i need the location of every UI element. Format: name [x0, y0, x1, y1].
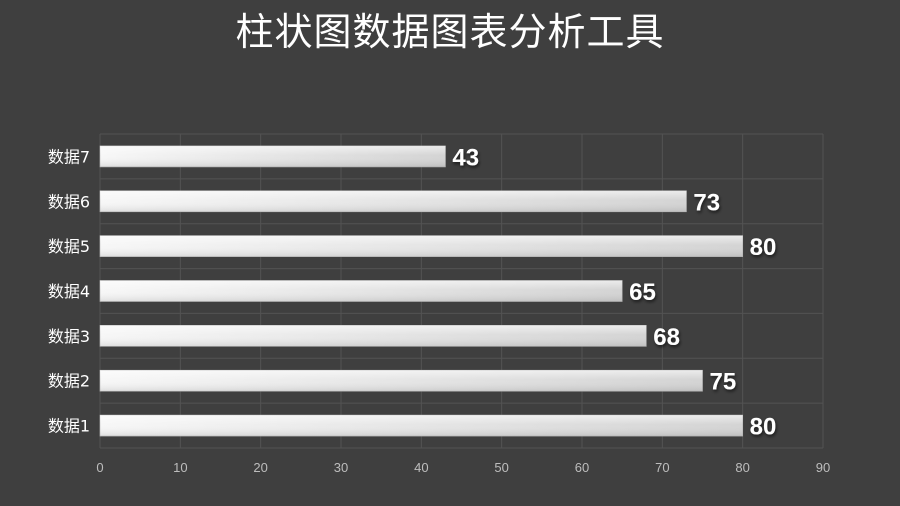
category-label: 数据3: [48, 327, 90, 346]
bar-shine: [100, 415, 743, 437]
value-label: 68: [653, 324, 680, 351]
x-tick-label: 30: [334, 460, 348, 475]
labels: 0 10 20 30 40 50 60 70 80 90 数据1 80 数据2 75 数据3 68 数据4 65 数…: [48, 144, 830, 475]
category-label: 数据6: [48, 192, 90, 211]
value-label: 73: [693, 189, 720, 216]
bar-shine: [100, 145, 446, 167]
value-label: 80: [750, 234, 777, 261]
category-label: 数据1: [48, 417, 90, 436]
value-label: 43: [452, 144, 479, 171]
x-tick-label: 60: [575, 460, 589, 475]
chart-title: 柱状图数据图表分析工具: [235, 10, 665, 54]
bar-shine: [100, 190, 687, 212]
x-tick-label: 0: [96, 460, 103, 475]
bar-shine: [100, 280, 623, 302]
x-tick-label: 80: [735, 460, 749, 475]
category-label: 数据5: [48, 237, 90, 256]
x-tick-label: 10: [173, 460, 187, 475]
bar-shine: [100, 325, 647, 347]
bar-shine: [100, 370, 703, 392]
category-label: 数据2: [48, 372, 90, 391]
value-label: 75: [710, 369, 737, 396]
category-label: 数据7: [48, 147, 90, 166]
x-tick-label: 50: [494, 460, 508, 475]
bars: [99, 145, 743, 437]
grid: [99, 133, 824, 449]
x-tick-label: 90: [816, 460, 830, 475]
value-label: 65: [629, 279, 656, 306]
x-tick-label: 70: [655, 460, 669, 475]
x-tick-label: 20: [253, 460, 267, 475]
category-label: 数据4: [48, 282, 90, 301]
bar-shine: [100, 235, 743, 257]
x-tick-label: 40: [414, 460, 428, 475]
value-label: 80: [750, 414, 777, 441]
